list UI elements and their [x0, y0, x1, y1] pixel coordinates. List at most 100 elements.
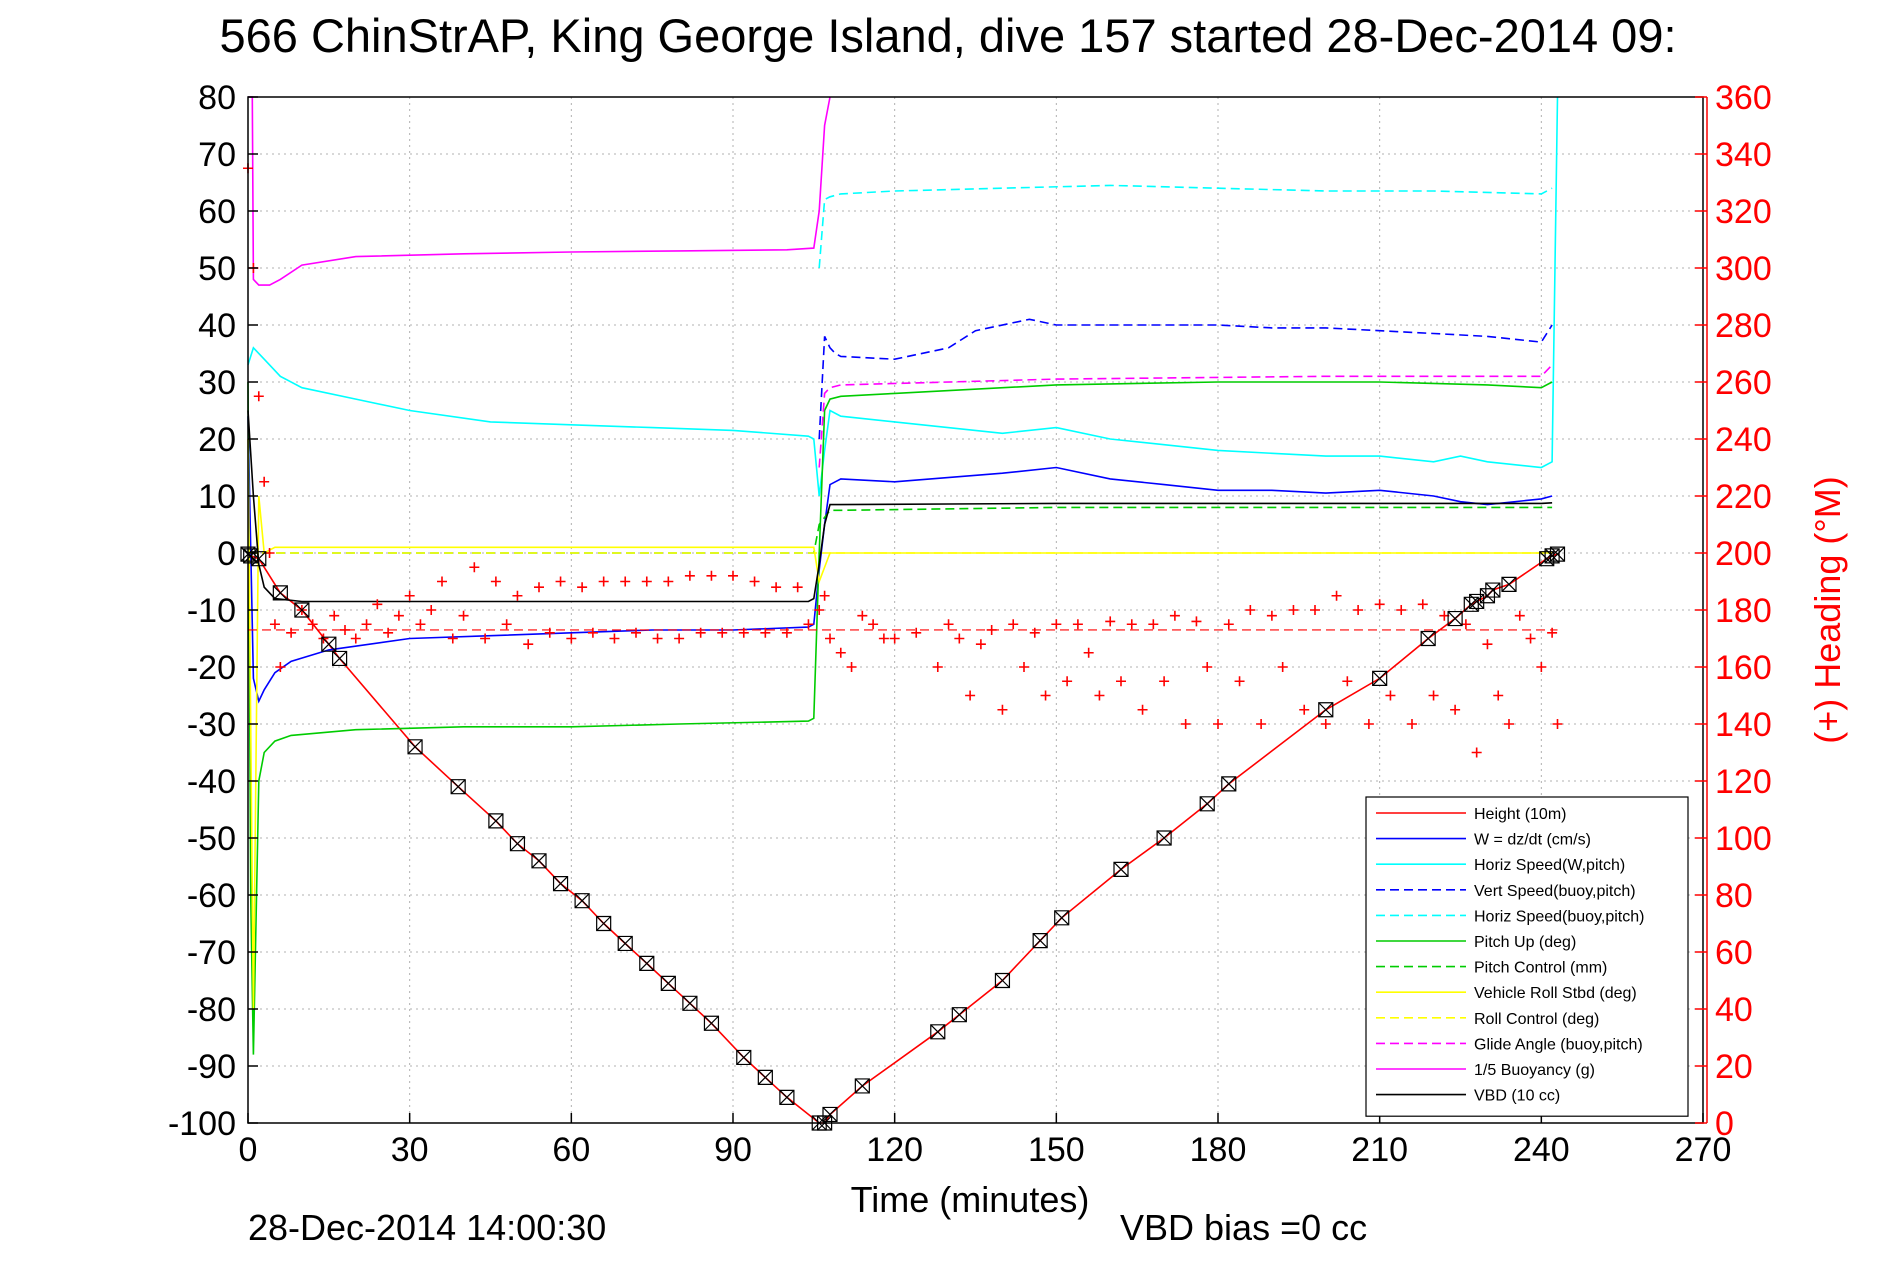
heading-point — [641, 576, 652, 587]
y2-tick-label: 140 — [1715, 706, 1772, 744]
height-marker — [294, 602, 310, 618]
heading-point — [350, 633, 361, 644]
legend-entry: W = dz/dt (cm/s) — [1474, 832, 1591, 849]
y-tick-label: 80 — [198, 79, 236, 117]
heading-point — [426, 605, 437, 615]
y2-tick-label: 340 — [1715, 136, 1772, 174]
heading-point — [1040, 690, 1051, 701]
heading-point — [1504, 719, 1514, 729]
y2-tick-label: 20 — [1715, 1048, 1753, 1086]
x-axis-label: Time (minutes) — [851, 1179, 1090, 1220]
x-tick-label: 210 — [1351, 1131, 1408, 1169]
heading-point — [1234, 676, 1245, 687]
height-marker — [251, 551, 267, 567]
heading-point — [609, 633, 620, 644]
heading-point — [1019, 662, 1029, 672]
heading-point — [1428, 690, 1439, 701]
heading-point — [749, 576, 760, 587]
heading-point — [555, 576, 566, 587]
legend-entry: Height (10m) — [1474, 806, 1566, 823]
heading-point — [857, 610, 868, 621]
height-marker — [1113, 861, 1129, 877]
heading-point — [706, 570, 717, 581]
heading-point — [534, 582, 544, 593]
heading-point — [523, 639, 534, 650]
heading-point — [1094, 690, 1105, 701]
heading-point — [307, 619, 318, 630]
height-marker — [1544, 548, 1560, 564]
heading-point — [1051, 619, 1062, 630]
heading-point — [1547, 627, 1558, 638]
y2-tick-label: 100 — [1715, 820, 1772, 858]
heading-point — [1374, 599, 1385, 610]
height-marker — [822, 1106, 838, 1123]
heading-point — [458, 610, 469, 621]
heading-point — [825, 633, 835, 644]
heading-point — [598, 576, 609, 587]
footer-note: VBD bias =0 cc — [1120, 1207, 1367, 1248]
y2-tick-label: 120 — [1715, 763, 1772, 801]
heading-point — [1407, 719, 1417, 729]
height-marker — [332, 650, 348, 667]
height-marker — [736, 1049, 752, 1066]
x-tick-label: 90 — [714, 1131, 752, 1169]
y-tick-label: -30 — [187, 706, 236, 744]
heading-point — [1105, 616, 1116, 627]
heading-point — [1493, 690, 1504, 701]
heading-point — [1277, 662, 1288, 672]
legend-entry: Glide Angle (buoy,pitch) — [1474, 1036, 1643, 1053]
legend-entry: Horiz Speed(W,pitch) — [1474, 857, 1625, 874]
height-marker — [1156, 830, 1172, 846]
height-marker — [854, 1078, 870, 1094]
heading-point — [803, 619, 814, 630]
y2-tick-label: 280 — [1715, 307, 1772, 345]
heading-point — [1396, 605, 1407, 615]
heading-point — [577, 582, 588, 593]
heading-point — [383, 627, 394, 638]
heading-point — [469, 562, 480, 573]
y-tick-label: 30 — [198, 364, 236, 402]
y2-tick-label: 60 — [1715, 934, 1753, 972]
heading-point — [329, 610, 340, 621]
heading-point — [684, 570, 695, 581]
y-tick-label: 50 — [198, 250, 236, 288]
heading-point — [1159, 676, 1170, 687]
y-tick-label: -50 — [187, 820, 236, 858]
heading-point — [259, 476, 270, 487]
y2-tick-label: 0 — [1715, 1105, 1734, 1143]
y-tick-label: 60 — [198, 193, 236, 231]
heading-series — [243, 163, 1563, 758]
y2-tick-label: 240 — [1715, 421, 1772, 459]
heading-point — [728, 570, 738, 581]
heading-point — [1342, 676, 1353, 687]
heading-point — [1482, 639, 1493, 650]
heading-point — [1353, 605, 1364, 615]
height-marker — [682, 995, 698, 1011]
heading-point — [1331, 590, 1342, 601]
y2-tick-label: 360 — [1715, 79, 1772, 117]
heading-point — [544, 627, 555, 638]
heading-point — [620, 576, 631, 587]
x-tick-label: 0 — [239, 1131, 258, 1169]
x-tick-label: 270 — [1675, 1131, 1732, 1169]
y-tick-label: -80 — [187, 991, 236, 1029]
heading-point — [954, 633, 965, 644]
heading-point — [986, 624, 997, 635]
x-tick-label: 30 — [391, 1131, 429, 1169]
height-marker — [1318, 702, 1334, 718]
height-marker — [531, 853, 547, 869]
legend-entry: Horiz Speed(buoy,pitch) — [1474, 908, 1644, 925]
heading-point — [1525, 633, 1536, 644]
height-marker — [272, 585, 288, 601]
series-line-horiz-speed-buoy-pitch — [818, 184, 1553, 269]
heading-point — [1029, 627, 1040, 638]
legend-entry: 1/5 Buoyancy (g) — [1474, 1062, 1595, 1079]
series-line-w-dz-dt-cm-s — [247, 416, 1553, 704]
y2-tick-label: 180 — [1715, 592, 1772, 630]
y2-tick-label: 220 — [1715, 478, 1772, 516]
series-line-vbd-10-cc — [247, 410, 1553, 603]
heading-point — [1256, 719, 1267, 729]
heading-point — [1552, 719, 1563, 729]
y2-tick-label: 260 — [1715, 364, 1772, 402]
